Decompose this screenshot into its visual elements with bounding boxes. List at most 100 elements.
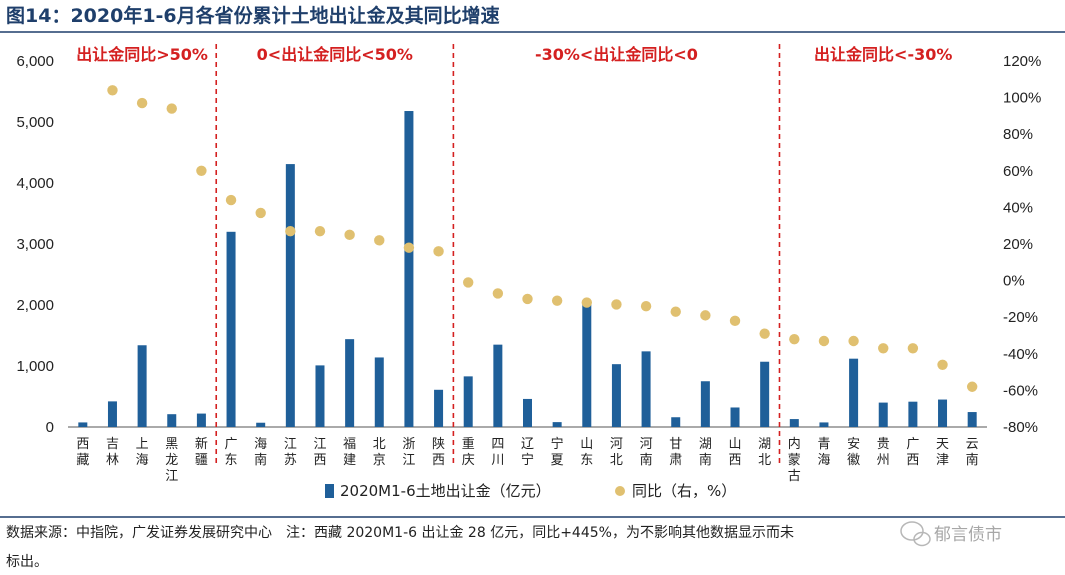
bar [107,401,117,427]
dot [433,246,444,257]
dot [463,277,474,288]
dot [166,103,177,114]
dot [907,343,919,354]
bar [434,389,444,427]
dot [344,229,355,241]
category-label: 河北 [610,437,623,468]
dot [759,328,770,339]
region-labels: 出让金同比>50% 0<出让金同比<50% -30%<出让金同比<0 出让金同比<-3… [76,45,952,64]
category-label: 吉林 [106,437,119,468]
bar [463,376,473,427]
dot [581,297,592,308]
bar [167,414,177,427]
left-tick-label: 0 [46,419,54,436]
bar [78,422,88,427]
bar [641,351,651,427]
category-label: 重庆 [462,436,475,468]
dot [522,293,533,305]
right-tick-label: 40% [1003,199,1033,216]
left-tick-label: 5,000 [16,114,54,131]
category-label: 江苏 [284,437,297,468]
bar [196,413,206,427]
dot [937,359,948,370]
bar [730,407,740,427]
bar [967,412,977,427]
watermark-text: 郁言债市 [934,525,1002,545]
bar [137,345,147,427]
category-label: 四川 [491,437,504,468]
category-label: 黑龙江 [165,437,178,484]
category-label: 广东 [225,437,238,468]
legend-dot-swatch [615,486,625,496]
dot [848,335,859,347]
bar [908,401,918,427]
region-dividers [215,44,781,467]
legend: 2020M1-6土地出让金（亿元） 同比（右，%） [325,482,736,500]
category-label: 湖南 [699,437,712,468]
left-axis: 0 1,000 2,000 3,000 4,000 5,000 6,000 [16,53,54,436]
category-label: 北京 [373,437,386,468]
dot [374,235,385,246]
category-label: 内蒙古 [788,436,801,484]
right-tick-label: -40% [1003,346,1038,363]
right-axis: -80% -60% -40% -20% 0% 20% 40% 60% 80% 100% 120% [1003,53,1041,436]
right-tick-label: 100% [1003,90,1041,107]
dot [640,301,652,312]
category-label: 上海 [136,437,149,468]
dot [729,315,741,327]
left-tick-label: 4,000 [16,175,54,192]
left-tick-label: 1,000 [16,358,54,375]
left-tick-label: 3,000 [16,236,54,253]
dot [136,97,148,109]
region-label: -30%<出让金同比<0 [535,45,698,64]
dot [107,85,118,96]
category-label: 西藏 [76,437,89,468]
bar [404,111,414,428]
dot [196,165,207,176]
bar [671,417,681,427]
legend-dot-label: 同比（右，%） [632,482,736,500]
dot-series [107,85,978,392]
dot [789,333,800,345]
bar [878,402,888,427]
category-label: 陕西 [432,437,445,468]
right-tick-label: 60% [1003,163,1033,180]
right-tick-label: 120% [1003,53,1041,70]
chart-title: 图14：2020年1-6月各省份累计土地出让金及其同比增速 [6,4,500,27]
category-label: 新疆 [195,436,208,468]
left-tick-label: 2,000 [16,297,54,314]
right-tick-label: -80% [1003,419,1038,436]
category-label: 甘肃 [669,437,682,468]
category-label: 贵州 [877,437,890,468]
bar [226,231,236,427]
wechat-icon [900,521,931,547]
bar [760,361,770,427]
category-label: 山东 [580,437,593,468]
region-label: 出让金同比<-30% [814,45,952,64]
legend-bar-label: 2020M1-6土地出让金（亿元） [340,482,551,500]
dot [700,310,711,321]
dot [966,381,978,392]
dot [403,242,415,253]
dot [225,194,237,206]
bar [819,422,829,427]
bar [938,399,948,427]
dot [670,306,681,317]
bar [345,339,355,427]
category-label: 广西 [906,437,919,468]
region-label: 0<出让金同比<50% [257,45,413,64]
category-label: 江西 [313,437,326,468]
bar [256,422,266,427]
category-label: 青海 [817,437,830,468]
dot [492,288,504,299]
right-tick-label: -60% [1003,382,1038,399]
bar-series [78,111,977,428]
bar [611,364,621,427]
category-label: 宁夏 [551,436,564,468]
bar [315,365,325,427]
category-label: 天津 [936,437,949,468]
dot [878,343,889,354]
